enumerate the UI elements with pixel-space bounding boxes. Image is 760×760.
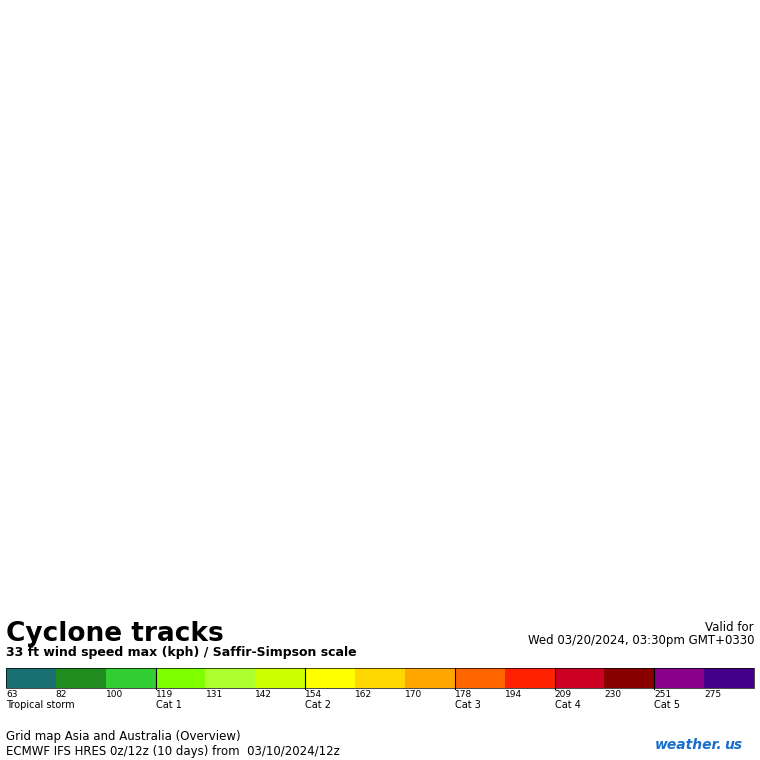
Text: Cyclone tracks: Cyclone tracks <box>6 621 223 647</box>
Bar <box>255 668 306 688</box>
Text: 100: 100 <box>106 690 123 699</box>
Bar <box>654 668 704 688</box>
Text: 194: 194 <box>505 690 522 699</box>
Bar <box>505 668 555 688</box>
Text: Cat 3: Cat 3 <box>454 700 480 710</box>
Text: Grid map Asia and Australia (Overview): Grid map Asia and Australia (Overview) <box>6 730 241 743</box>
Text: Valid for: Valid for <box>705 621 754 634</box>
Text: 275: 275 <box>704 690 721 699</box>
Bar <box>205 668 255 688</box>
Text: ECMWF IFS HRES 0z/12z (10 days) from  03/10/2024/12z: ECMWF IFS HRES 0z/12z (10 days) from 03/… <box>6 745 340 758</box>
Bar <box>405 668 454 688</box>
Text: Tropical storm: Tropical storm <box>6 700 74 710</box>
Text: Cat 5: Cat 5 <box>654 700 680 710</box>
Text: 170: 170 <box>405 690 423 699</box>
Text: 209: 209 <box>555 690 572 699</box>
Text: 162: 162 <box>355 690 372 699</box>
Text: 154: 154 <box>306 690 322 699</box>
Text: 63: 63 <box>6 690 17 699</box>
Text: 178: 178 <box>454 690 472 699</box>
Bar <box>604 668 654 688</box>
Text: This service is based on data and products of the European Centre for Medium-ran: This service is based on data and produc… <box>4 5 521 14</box>
Bar <box>6 668 754 688</box>
Text: Cat 1: Cat 1 <box>156 700 182 710</box>
Text: 33 ft wind speed max (kph) / Saffir-Simpson scale: 33 ft wind speed max (kph) / Saffir-Simp… <box>6 646 356 659</box>
Text: 119: 119 <box>156 690 173 699</box>
Text: Cat 2: Cat 2 <box>306 700 331 710</box>
Bar <box>106 668 156 688</box>
Bar <box>6 668 56 688</box>
Bar <box>454 668 505 688</box>
Text: 230: 230 <box>604 690 622 699</box>
Text: us: us <box>724 738 742 752</box>
Text: Wed 03/20/2024, 03:30pm GMT+0330: Wed 03/20/2024, 03:30pm GMT+0330 <box>527 634 754 647</box>
Text: weather.: weather. <box>654 738 722 752</box>
Text: 131: 131 <box>205 690 223 699</box>
Bar <box>56 668 106 688</box>
Bar <box>555 668 604 688</box>
Text: 142: 142 <box>255 690 272 699</box>
Bar <box>704 668 754 688</box>
Text: 82: 82 <box>56 690 67 699</box>
Bar <box>306 668 355 688</box>
Text: [Map not available - cartopy not installed]: [Map not available - cartopy not install… <box>234 310 526 324</box>
Text: 251: 251 <box>654 690 671 699</box>
Text: Map data © OpenStreetMap contributors, rendering GIScience Research Group @ Heid: Map data © OpenStreetMap contributors, r… <box>470 607 756 613</box>
Bar <box>355 668 405 688</box>
Text: Cat 4: Cat 4 <box>555 700 581 710</box>
Bar <box>156 668 205 688</box>
